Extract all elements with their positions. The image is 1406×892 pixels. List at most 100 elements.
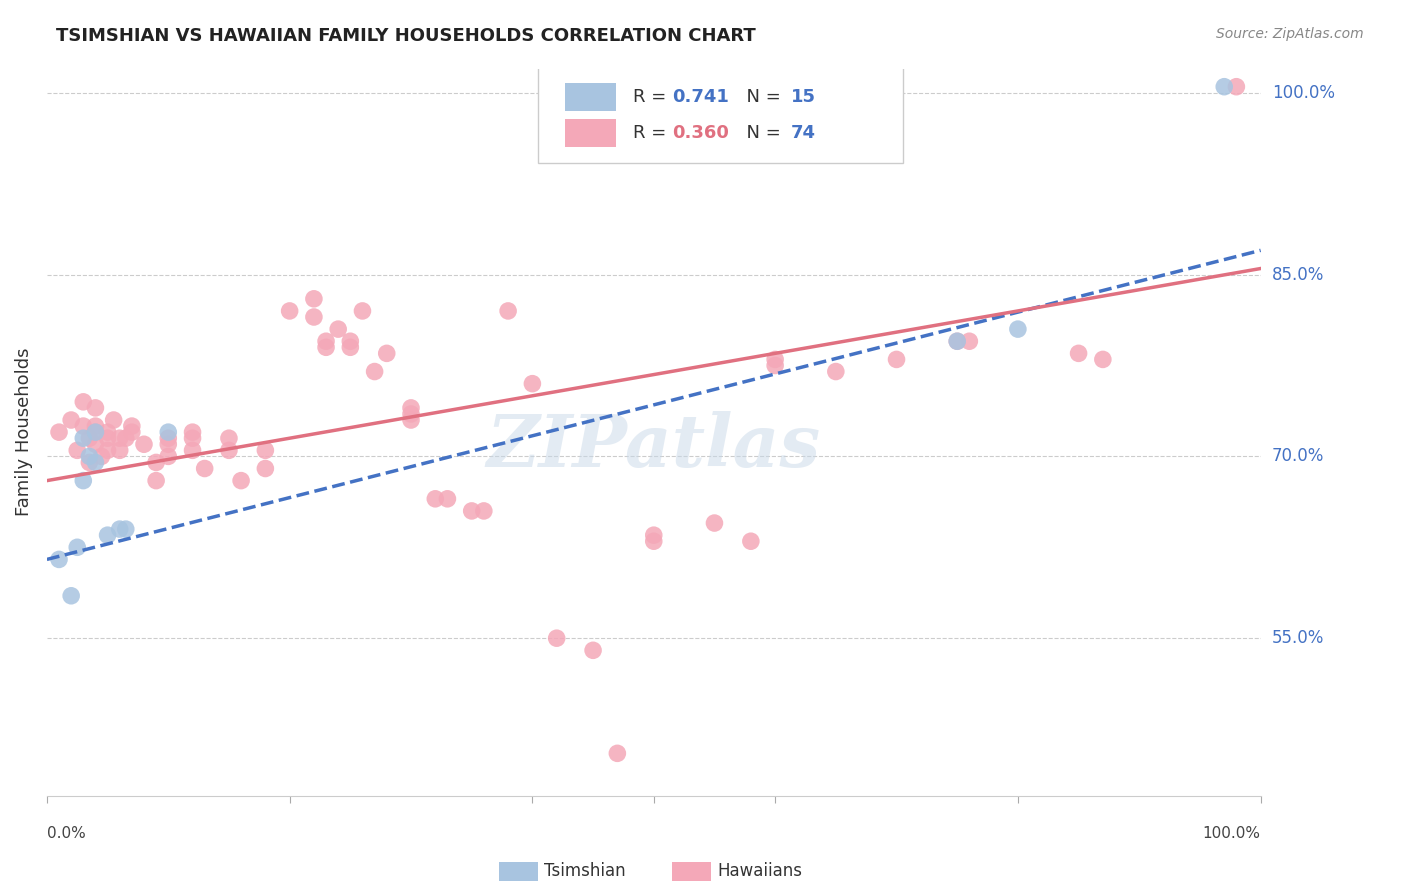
Point bbox=[425, 491, 447, 506]
Point bbox=[957, 334, 980, 349]
Point bbox=[546, 631, 568, 645]
Text: 15: 15 bbox=[792, 88, 815, 106]
Point bbox=[278, 304, 301, 318]
Point bbox=[157, 450, 180, 464]
Point bbox=[399, 407, 422, 421]
Point bbox=[79, 455, 101, 469]
Text: Tsimshian: Tsimshian bbox=[544, 863, 626, 880]
Text: N =: N = bbox=[735, 124, 786, 142]
Point bbox=[399, 401, 422, 415]
Point bbox=[60, 589, 83, 603]
Point bbox=[145, 455, 167, 469]
Text: TSIMSHIAN VS HAWAIIAN FAMILY HOUSEHOLDS CORRELATION CHART: TSIMSHIAN VS HAWAIIAN FAMILY HOUSEHOLDS … bbox=[56, 27, 756, 45]
Text: 100.0%: 100.0% bbox=[1202, 826, 1261, 841]
Point bbox=[97, 431, 120, 445]
Point bbox=[218, 431, 240, 445]
Point bbox=[84, 437, 107, 451]
Point bbox=[132, 437, 155, 451]
Point bbox=[157, 437, 180, 451]
Point bbox=[643, 528, 665, 542]
Point bbox=[72, 394, 94, 409]
Point bbox=[1007, 322, 1029, 336]
Point bbox=[97, 443, 120, 458]
Point bbox=[460, 504, 482, 518]
Text: 0.0%: 0.0% bbox=[46, 826, 86, 841]
Point bbox=[315, 334, 337, 349]
Point bbox=[582, 643, 605, 657]
Point bbox=[703, 516, 725, 530]
Text: 0.741: 0.741 bbox=[672, 88, 728, 106]
Point bbox=[824, 365, 846, 379]
Point bbox=[181, 425, 204, 439]
Point bbox=[1091, 352, 1114, 367]
Point bbox=[90, 450, 112, 464]
Point bbox=[763, 352, 786, 367]
Point bbox=[72, 431, 94, 445]
Point bbox=[84, 455, 107, 469]
Point bbox=[108, 522, 131, 536]
Point bbox=[72, 474, 94, 488]
Point bbox=[84, 401, 107, 415]
Point bbox=[218, 443, 240, 458]
Point bbox=[79, 450, 101, 464]
Point bbox=[1225, 79, 1247, 94]
Text: 70.0%: 70.0% bbox=[1272, 448, 1324, 466]
Point bbox=[886, 352, 908, 367]
Point bbox=[399, 413, 422, 427]
Point bbox=[375, 346, 398, 360]
Point bbox=[946, 334, 969, 349]
Text: Source: ZipAtlas.com: Source: ZipAtlas.com bbox=[1216, 27, 1364, 41]
Point bbox=[97, 528, 120, 542]
Point bbox=[339, 340, 361, 354]
Point bbox=[606, 747, 628, 761]
Point bbox=[157, 425, 180, 439]
Point bbox=[1067, 346, 1090, 360]
Point bbox=[352, 304, 374, 318]
Point bbox=[363, 365, 385, 379]
Point bbox=[66, 541, 89, 555]
Point bbox=[946, 334, 969, 349]
Text: R =: R = bbox=[633, 124, 672, 142]
FancyBboxPatch shape bbox=[538, 65, 903, 163]
Text: N =: N = bbox=[735, 88, 786, 106]
Point bbox=[315, 340, 337, 354]
Point bbox=[522, 376, 544, 391]
Point bbox=[496, 304, 519, 318]
FancyBboxPatch shape bbox=[565, 120, 616, 147]
Point bbox=[84, 425, 107, 439]
Point bbox=[66, 443, 89, 458]
Point bbox=[472, 504, 495, 518]
Point bbox=[302, 310, 325, 324]
Point bbox=[103, 413, 125, 427]
Point bbox=[121, 425, 143, 439]
Point bbox=[121, 419, 143, 434]
Point bbox=[60, 413, 83, 427]
Text: 85.0%: 85.0% bbox=[1272, 266, 1324, 284]
Point bbox=[84, 419, 107, 434]
Point bbox=[339, 334, 361, 349]
Text: 55.0%: 55.0% bbox=[1272, 629, 1324, 648]
Text: R =: R = bbox=[633, 88, 672, 106]
Point bbox=[254, 461, 277, 475]
Point bbox=[254, 443, 277, 458]
Point bbox=[328, 322, 350, 336]
Point bbox=[114, 431, 136, 445]
Point bbox=[114, 522, 136, 536]
Text: 0.360: 0.360 bbox=[672, 124, 728, 142]
FancyBboxPatch shape bbox=[565, 83, 616, 111]
Point bbox=[48, 425, 70, 439]
Y-axis label: Family Households: Family Households bbox=[15, 348, 32, 516]
Point bbox=[740, 534, 762, 549]
Point bbox=[108, 431, 131, 445]
Text: ZIPatlas: ZIPatlas bbox=[486, 411, 821, 483]
Point bbox=[643, 534, 665, 549]
Point bbox=[1213, 79, 1236, 94]
Point bbox=[229, 474, 252, 488]
Point bbox=[763, 359, 786, 373]
Point bbox=[79, 431, 101, 445]
Point bbox=[436, 491, 458, 506]
Point bbox=[48, 552, 70, 566]
Point bbox=[157, 431, 180, 445]
Point bbox=[108, 443, 131, 458]
Text: Hawaiians: Hawaiians bbox=[717, 863, 801, 880]
